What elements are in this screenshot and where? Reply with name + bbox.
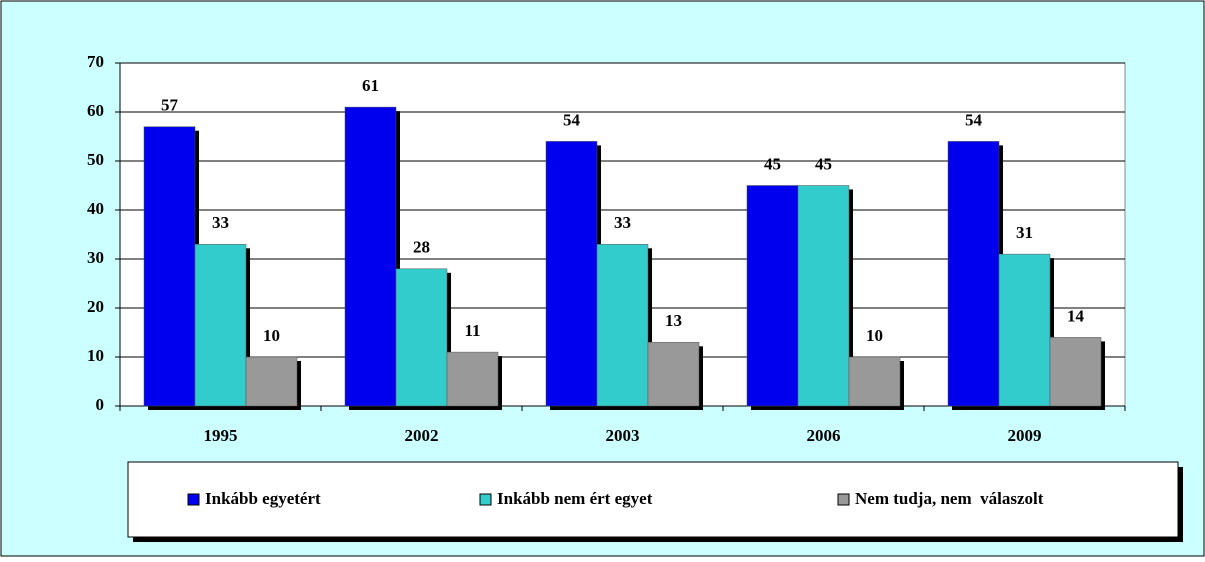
data-label: 14 <box>1067 306 1085 325</box>
legend-label: Nem tudja, nem válaszolt <box>855 489 1044 508</box>
bar <box>998 253 1051 407</box>
y-tick-label: 10 <box>87 346 104 365</box>
y-tick-label: 50 <box>87 150 104 169</box>
data-label: 33 <box>212 213 229 232</box>
bar <box>245 356 298 407</box>
data-label: 54 <box>965 110 983 129</box>
y-tick-label: 0 <box>96 395 105 414</box>
bar <box>797 185 850 407</box>
bar <box>947 141 1000 407</box>
x-tick-label: 2003 <box>606 426 640 445</box>
y-tick-label: 30 <box>87 248 104 267</box>
legend-label: Inkább egyetért <box>205 489 321 508</box>
bar <box>344 106 397 407</box>
bar <box>746 185 799 407</box>
x-tick-label: 2009 <box>1008 426 1042 445</box>
x-tick-label: 1995 <box>204 426 238 445</box>
data-label: 61 <box>362 76 379 95</box>
bar <box>446 351 499 407</box>
bar <box>647 342 700 407</box>
data-label: 13 <box>665 311 682 330</box>
y-tick-label: 60 <box>87 101 104 120</box>
x-tick-label: 2002 <box>405 426 439 445</box>
legend-swatch <box>187 493 200 506</box>
y-tick-label: 70 <box>87 52 104 71</box>
legend <box>127 461 1179 538</box>
y-tick-label: 40 <box>87 199 104 218</box>
data-label: 57 <box>161 96 179 115</box>
bar <box>143 126 196 407</box>
legend-swatch <box>837 493 850 506</box>
data-label: 33 <box>614 213 631 232</box>
data-label: 28 <box>413 238 430 257</box>
bar <box>848 356 901 407</box>
data-label: 10 <box>263 326 280 345</box>
y-tick-label: 20 <box>87 297 104 316</box>
legend-swatch <box>479 493 492 506</box>
bar <box>194 244 247 407</box>
data-label: 11 <box>464 321 480 340</box>
data-label: 45 <box>764 154 781 173</box>
data-label: 54 <box>563 110 581 129</box>
data-label: 45 <box>815 154 832 173</box>
data-label: 10 <box>866 326 883 345</box>
bar <box>545 141 598 407</box>
bar <box>1049 337 1102 407</box>
bar <box>395 268 448 407</box>
x-tick-label: 2006 <box>807 426 841 445</box>
legend-label: Inkább nem ért egyet <box>497 489 653 508</box>
bar <box>596 244 649 407</box>
data-label: 31 <box>1016 223 1033 242</box>
